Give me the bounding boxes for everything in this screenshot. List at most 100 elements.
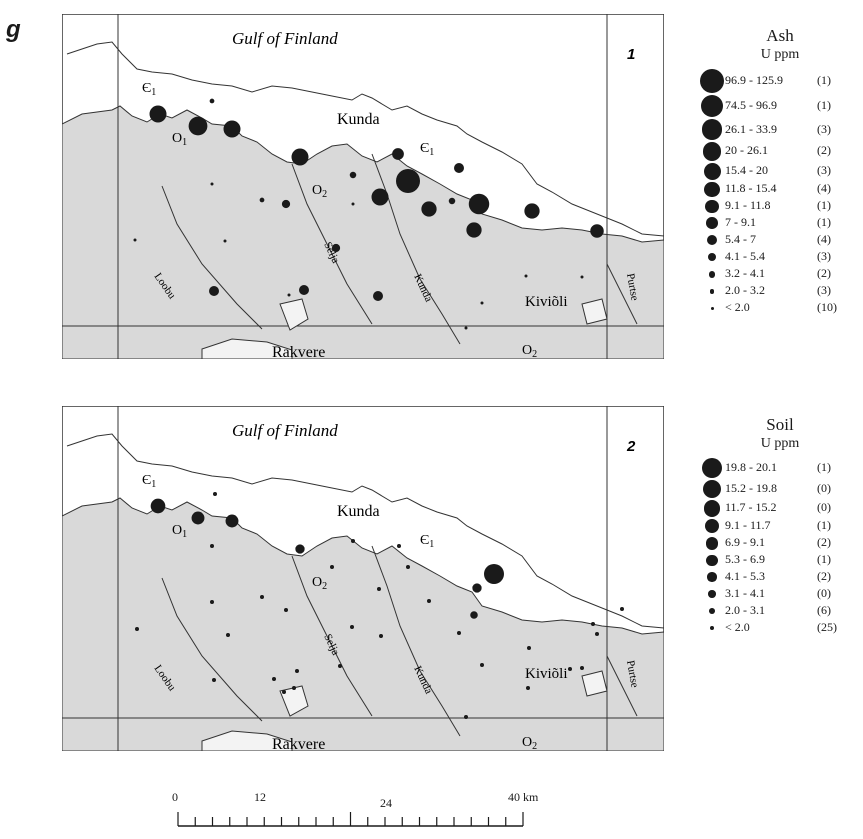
scale-tick-label: 24 bbox=[380, 796, 392, 810]
scale-tick-label: 0 bbox=[172, 790, 178, 804]
kivioli-outline bbox=[581, 298, 608, 325]
legend-title: Ash bbox=[766, 26, 794, 45]
legend-count: (2) bbox=[817, 535, 831, 550]
sample-point bbox=[379, 634, 383, 638]
legend-range: 96.9 - 125.9 bbox=[725, 73, 783, 87]
sample-point bbox=[282, 690, 286, 694]
o2-mid-label: O2 bbox=[312, 575, 327, 592]
river-purtse-label: Purtse bbox=[624, 272, 641, 301]
sample-point bbox=[287, 293, 291, 297]
sample-point bbox=[351, 202, 355, 206]
legend-range: 11.8 - 15.4 bbox=[725, 181, 777, 196]
legend-row: 5.3 - 6.9 (1) bbox=[700, 552, 860, 569]
legend-range: 7 - 9.1 bbox=[725, 215, 756, 230]
sample-point bbox=[150, 498, 166, 514]
kunda-town-label: Kunda bbox=[337, 503, 380, 520]
legend-count: (1) bbox=[817, 73, 831, 87]
map-soil-svg: Gulf of Finland 2 Kunda Kiviõli Rakvere … bbox=[62, 406, 664, 751]
e1-west-label: Є1 bbox=[142, 473, 156, 490]
legend-row: 19.8 - 20.1 (1) bbox=[700, 457, 860, 479]
legend-range: 9.1 - 11.7 bbox=[725, 518, 771, 533]
scale-tick-label: 12 bbox=[254, 790, 266, 804]
sample-point bbox=[373, 291, 383, 301]
sample-point bbox=[349, 171, 357, 179]
river-purtse bbox=[606, 655, 638, 717]
legend-count: (1) bbox=[817, 518, 831, 533]
legend-count: (2) bbox=[817, 569, 831, 584]
legend-title: Soil bbox=[766, 415, 794, 434]
legend-symbol bbox=[709, 608, 715, 615]
sample-point bbox=[406, 565, 410, 569]
scale-ticks bbox=[177, 812, 524, 827]
legend-symbol bbox=[706, 554, 718, 566]
legend-range: 19.8 - 20.1 bbox=[725, 460, 777, 474]
sample-point bbox=[524, 203, 540, 219]
sample-point bbox=[590, 224, 604, 238]
sample-point bbox=[188, 116, 208, 136]
sample-points-soil bbox=[135, 492, 624, 719]
sample-point bbox=[464, 326, 468, 330]
sample-point bbox=[468, 193, 490, 215]
legend-row: 9.1 - 11.7 (1) bbox=[700, 518, 860, 535]
sample-point bbox=[331, 243, 341, 253]
coastline bbox=[66, 41, 664, 237]
sample-point bbox=[209, 286, 219, 296]
sample-point bbox=[212, 678, 216, 682]
scale-bar-svg bbox=[177, 812, 524, 827]
legend-range: 74.5 - 96.9 bbox=[725, 98, 777, 113]
legend-range: 2.0 - 3.1 bbox=[725, 603, 765, 618]
legend-symbol bbox=[710, 626, 714, 631]
legend-range: 15.2 - 19.8 bbox=[725, 481, 777, 496]
sample-point bbox=[272, 677, 276, 681]
sample-point bbox=[191, 511, 205, 525]
legend-count: (4) bbox=[817, 232, 831, 247]
legend-symbol bbox=[707, 572, 717, 582]
sample-point bbox=[466, 222, 482, 238]
legend-row: 6.9 - 9.1 (2) bbox=[700, 535, 860, 552]
legend-count: (0) bbox=[817, 500, 831, 515]
legend-range: 20 - 26.1 bbox=[725, 143, 768, 158]
legend-symbol bbox=[710, 306, 714, 310]
sample-point bbox=[350, 625, 354, 629]
legend-count: (4) bbox=[817, 181, 831, 196]
sample-point bbox=[295, 669, 299, 673]
rakvere-outline bbox=[201, 338, 293, 359]
map-ash: Gulf of Finland 1 Kunda Kiviõli Rakvere … bbox=[62, 14, 664, 359]
rakvere-label: Rakvere bbox=[272, 736, 325, 751]
sample-point bbox=[210, 182, 214, 186]
legend-symbol bbox=[705, 536, 719, 550]
legend-rows: 96.9 - 125.9 (1) 74.5 - 96.9 (1) 26.1 - 33.9… bbox=[700, 68, 860, 317]
sample-point bbox=[209, 98, 215, 104]
sample-point bbox=[472, 583, 482, 593]
legend-count: (1) bbox=[817, 215, 831, 230]
legend-row: 4.1 - 5.3 (2) bbox=[700, 569, 860, 586]
legend-count: (2) bbox=[817, 266, 831, 281]
sample-point bbox=[338, 664, 342, 668]
legend-range: 6.9 - 9.1 bbox=[725, 535, 765, 550]
e1-east-label: Є1 bbox=[420, 141, 434, 158]
sample-point bbox=[480, 301, 484, 305]
sample-point bbox=[454, 163, 464, 173]
legend-row: 3.1 - 4.1 (0) bbox=[700, 586, 860, 603]
sample-point bbox=[396, 169, 420, 193]
legend-symbol bbox=[702, 458, 722, 478]
sample-point bbox=[421, 201, 437, 217]
map-ash-svg: Gulf of Finland 1 Kunda Kiviõli Rakvere … bbox=[62, 14, 664, 359]
sample-point bbox=[392, 148, 404, 160]
sample-point bbox=[595, 632, 599, 636]
sample-point bbox=[260, 595, 264, 599]
legend-ash: Ash U ppm 96.9 - 125.9 (1) 74.5 - 96.9 (1) 2… bbox=[700, 26, 860, 317]
sample-point bbox=[377, 587, 381, 591]
sample-point bbox=[295, 544, 305, 554]
sample-point bbox=[299, 285, 309, 295]
sample-point bbox=[225, 514, 239, 528]
sample-point bbox=[470, 611, 478, 619]
legend-range: 2.0 - 3.2 bbox=[725, 283, 765, 298]
legend-count: (3) bbox=[817, 249, 831, 264]
sample-point bbox=[371, 188, 389, 206]
legend-count: (1) bbox=[817, 460, 831, 474]
legend-symbol bbox=[707, 235, 717, 246]
sample-point bbox=[210, 600, 214, 604]
legend-row: 26.1 - 33.9 (3) bbox=[700, 118, 860, 141]
sample-point bbox=[457, 631, 461, 635]
